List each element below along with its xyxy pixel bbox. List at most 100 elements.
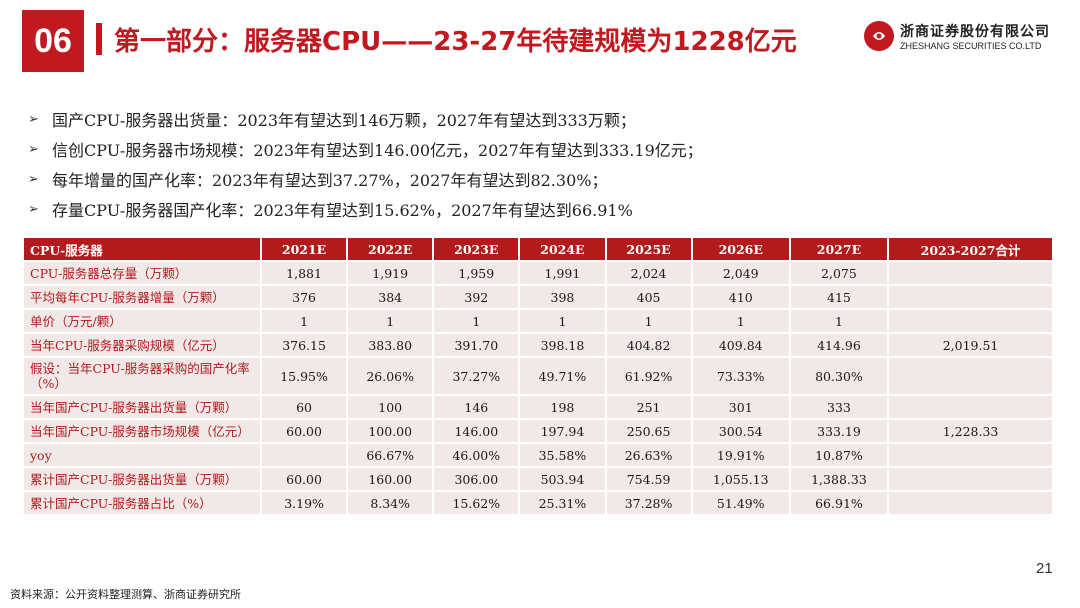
table-header-cell: 2021E	[262, 238, 347, 260]
table-row: 当年国产CPU-服务器市场规模（亿元） 60.00 100.00 146.00 …	[24, 420, 1052, 442]
arrow-bullet-icon: ➢	[28, 171, 39, 187]
table-cell: 383.80	[348, 334, 433, 356]
table-cell: 198	[520, 396, 605, 418]
table-cell: 1,919	[348, 262, 433, 284]
table-cell: 376.15	[262, 334, 347, 356]
table-cell: 754.59	[606, 468, 691, 490]
table-cell: 251	[606, 396, 691, 418]
table-cell: 503.94	[520, 468, 605, 490]
table-cell: 100.00	[348, 420, 433, 442]
table-header-cell: 2024E	[520, 238, 605, 260]
table-cell: 46.00%	[434, 444, 519, 466]
source-note: 资料来源：公开资料整理测算、浙商证券研究所	[10, 588, 241, 601]
table-cell: 306.00	[434, 468, 519, 490]
table-cell: 61.92%	[606, 358, 691, 394]
table-cell: 1	[520, 310, 605, 332]
table-cell: 1,991	[520, 262, 605, 284]
table-cell: 415	[790, 286, 888, 308]
row-label: 平均每年CPU-服务器增量（万颗）	[24, 286, 260, 308]
page-number: 21	[1036, 560, 1053, 577]
table-cell: 80.30%	[790, 358, 888, 394]
arrow-bullet-icon: ➢	[28, 111, 39, 127]
row-label: 累计国产CPU-服务器占比（%）	[24, 492, 260, 514]
table-cell: 391.70	[434, 334, 519, 356]
table-cell: 333.19	[790, 420, 888, 442]
table-header-cell: 2027E	[790, 238, 888, 260]
title-accent-bar	[96, 23, 102, 55]
table-cell: 60.00	[262, 468, 347, 490]
table-cell: 19.91%	[692, 444, 789, 466]
table-cell	[889, 492, 1052, 514]
table-cell	[889, 262, 1052, 284]
table-cell: 60	[262, 396, 347, 418]
row-label: 单价（万元/颗）	[24, 310, 260, 332]
table-cell: 60.00	[262, 420, 347, 442]
table-cell: 146.00	[434, 420, 519, 442]
table-cell: 376	[262, 286, 347, 308]
bullet-list: ➢ 国产CPU-服务器出货量：2023年有望达到146万颗，2027年有望达到33…	[28, 104, 1028, 224]
table-cell: 2,024	[606, 262, 691, 284]
table-cell: 1,388.33	[790, 468, 888, 490]
table-cell: 398	[520, 286, 605, 308]
bullet-text: 存量CPU-服务器国产化率：2023年有望达到15.62%，2027年有望达到6…	[52, 201, 633, 220]
table-cell	[889, 468, 1052, 490]
table-cell: 410	[692, 286, 789, 308]
page-title: 第一部分：服务器CPU——23-27年待建规模为1228亿元	[114, 26, 797, 57]
cpu-server-table: CPU-服务器 2021E 2022E 2023E 2024E 2025E 20…	[22, 236, 1054, 516]
table-cell: 1	[790, 310, 888, 332]
table-cell: 1	[692, 310, 789, 332]
table-row: 单价（万元/颗） 1 1 1 1 1 1 1	[24, 310, 1052, 332]
table-cell: 300.54	[692, 420, 789, 442]
table-cell: 66.91%	[790, 492, 888, 514]
bullet-text: 每年增量的国产化率：2023年有望达到37.27%，2027年有望达到82.30…	[52, 171, 608, 190]
row-label: 当年CPU-服务器采购规模（亿元）	[24, 334, 260, 356]
table-cell: 26.06%	[348, 358, 433, 394]
table-row: yoy 66.67% 46.00% 35.58% 26.63% 19.91% 1…	[24, 444, 1052, 466]
table-cell: 37.27%	[434, 358, 519, 394]
table-row: 累计国产CPU-服务器占比（%） 3.19% 8.34% 15.62% 25.3…	[24, 492, 1052, 514]
bullet-text: 国产CPU-服务器出货量：2023年有望达到146万颗，2027年有望达到333…	[52, 111, 636, 130]
table-cell: 15.62%	[434, 492, 519, 514]
logo-name-en: ZHESHANG SECURITIES CO.LTD	[900, 41, 1042, 51]
table-cell: 8.34%	[348, 492, 433, 514]
bullet-text: 信创CPU-服务器市场规模：2023年有望达到146.00亿元，2027年有望达…	[52, 141, 703, 160]
row-label: 当年国产CPU-服务器出货量（万颗）	[24, 396, 260, 418]
table-cell: 1	[606, 310, 691, 332]
row-label: 当年国产CPU-服务器市场规模（亿元）	[24, 420, 260, 442]
table-cell: 301	[692, 396, 789, 418]
table-cell: 49.71%	[520, 358, 605, 394]
table-cell: 3.19%	[262, 492, 347, 514]
table-header-row: CPU-服务器 2021E 2022E 2023E 2024E 2025E 20…	[24, 238, 1052, 260]
table-cell	[889, 358, 1052, 394]
table-cell: 405	[606, 286, 691, 308]
table-cell: 1,228.33	[889, 420, 1052, 442]
table-header-cell: 2023E	[434, 238, 519, 260]
table-cell	[889, 444, 1052, 466]
table-row: 假设：当年CPU-服务器采购的国产化率（%） 15.95% 26.06% 37.…	[24, 358, 1052, 394]
row-label: yoy	[24, 444, 260, 466]
table-cell: 250.65	[606, 420, 691, 442]
table-cell: 2,019.51	[889, 334, 1052, 356]
table-cell: 404.82	[606, 334, 691, 356]
table-row: CPU-服务器总存量（万颗） 1,881 1,919 1,959 1,991 2…	[24, 262, 1052, 284]
bullet-item: ➢ 存量CPU-服务器国产化率：2023年有望达到15.62%，2027年有望达到…	[28, 194, 1028, 224]
table-cell	[889, 310, 1052, 332]
title-bar: 第一部分：服务器CPU——23-27年待建规模为1228亿元	[96, 18, 846, 60]
table-cell: 2,049	[692, 262, 789, 284]
table-cell: 73.33%	[692, 358, 789, 394]
table-cell: 398.18	[520, 334, 605, 356]
table-cell: 100	[348, 396, 433, 418]
table-cell: 1	[262, 310, 347, 332]
table-cell: 160.00	[348, 468, 433, 490]
table-cell: 66.67%	[348, 444, 433, 466]
table-row: 平均每年CPU-服务器增量（万颗） 376 384 392 398 405 41…	[24, 286, 1052, 308]
table-row: 累计国产CPU-服务器出货量（万颗） 60.00 160.00 306.00 5…	[24, 468, 1052, 490]
table-header-cell: CPU-服务器	[24, 238, 260, 260]
table-cell: 1,959	[434, 262, 519, 284]
table-header-cell: 2026E	[692, 238, 789, 260]
table-cell: 409.84	[692, 334, 789, 356]
table-cell: 1,881	[262, 262, 347, 284]
table-cell: 414.96	[790, 334, 888, 356]
row-label: 假设：当年CPU-服务器采购的国产化率（%）	[24, 358, 260, 394]
table-cell: 146	[434, 396, 519, 418]
